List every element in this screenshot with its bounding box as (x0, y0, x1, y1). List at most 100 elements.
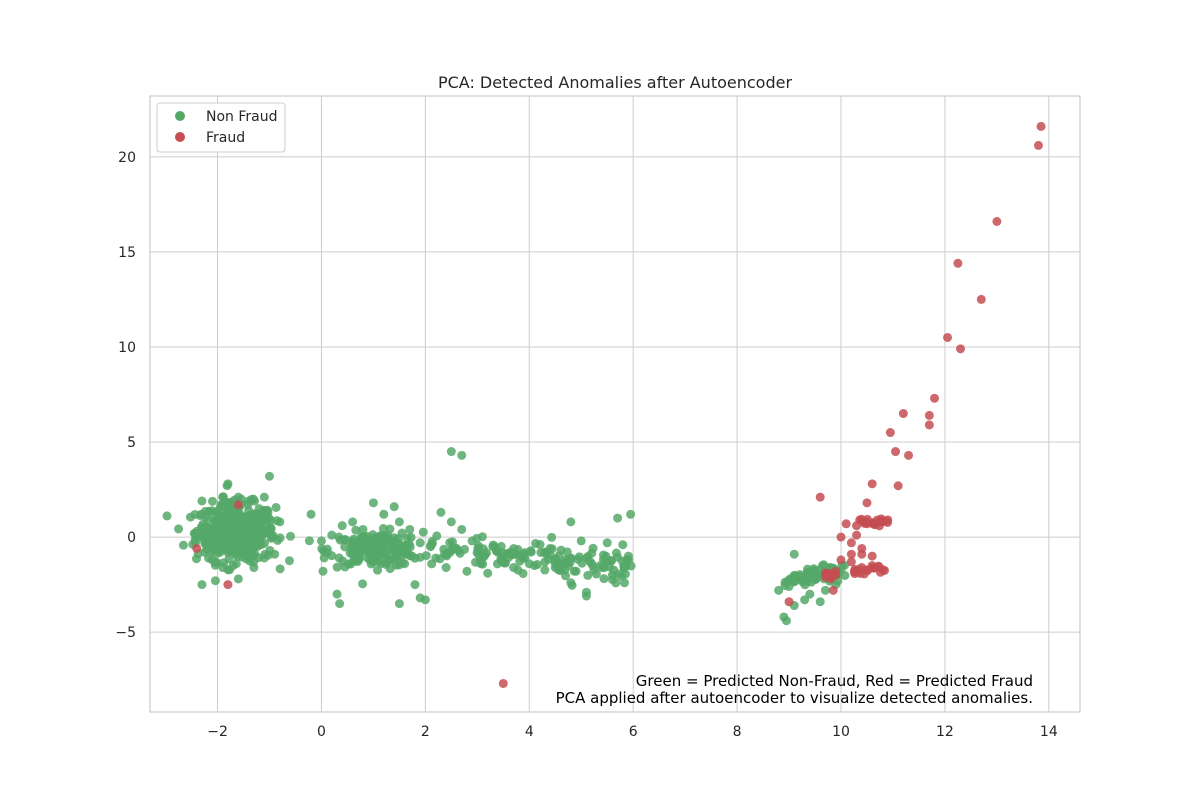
non-fraud-point (607, 556, 617, 566)
x-tick-label: 10 (832, 724, 850, 740)
non-fraud-point (207, 555, 217, 565)
non-fraud-point (271, 502, 281, 512)
non-fraud-point (348, 536, 358, 546)
fraud-point (846, 549, 856, 559)
x-tick-label: 12 (936, 724, 954, 740)
non-fraud-point (436, 507, 446, 517)
non-fraud-point (348, 517, 358, 527)
non-fraud-point (483, 568, 493, 578)
non-fraud-point (626, 509, 636, 519)
non-fraud-point (493, 547, 503, 557)
non-fraud-point (415, 538, 425, 548)
non-fraud-point (239, 549, 249, 559)
non-fraud-point (379, 509, 389, 519)
non-fraud-point (554, 551, 564, 561)
non-fraud-point (460, 544, 470, 554)
fraud-point (223, 580, 233, 590)
fraud-point (867, 551, 877, 561)
non-fraud-point (368, 498, 378, 508)
legend-label-non-fraud: Non Fraud (206, 109, 278, 125)
non-fraud-point (202, 543, 212, 553)
non-fraud-point (400, 559, 410, 569)
non-fraud-point (233, 574, 243, 584)
non-fraud-point (185, 512, 195, 522)
non-fraud-point (244, 496, 254, 506)
non-fraud-point (583, 570, 593, 580)
fraud-point (862, 498, 872, 508)
non-fraud-point (611, 578, 621, 588)
fraud-point (874, 562, 884, 572)
chart-title: PCA: Detected Anomalies after Autoencode… (438, 73, 792, 92)
fraud-point (867, 479, 877, 489)
fraud-point (943, 332, 953, 342)
non-fraud-point (789, 549, 799, 559)
non-fraud-point (264, 471, 274, 481)
fraud-point (815, 492, 825, 502)
non-fraud-point (815, 597, 825, 607)
non-fraud-point (267, 532, 277, 542)
non-fraud-point (389, 502, 399, 512)
non-fraud-point (368, 549, 378, 559)
non-fraud-point (337, 521, 347, 531)
non-fraud-point (820, 585, 830, 595)
fraud-point (953, 258, 963, 268)
y-tick-label: 15 (118, 245, 136, 261)
non-fraud-point (218, 492, 228, 502)
non-fraud-point (817, 561, 827, 571)
non-fraud-point (162, 511, 172, 521)
x-tick-label: 2 (421, 724, 430, 740)
non-fraud-point (384, 555, 394, 565)
non-fraud-point (340, 542, 350, 552)
non-fraud-point (488, 542, 498, 552)
non-fraud-point (196, 509, 206, 519)
non-fraud-point (457, 450, 467, 460)
fraud-point (878, 517, 888, 527)
grid (150, 96, 1080, 712)
non-fraud-point (353, 545, 363, 555)
non-fraud-point (613, 513, 623, 523)
non-fraud-point (316, 536, 326, 546)
non-fraud-point (222, 543, 232, 553)
non-fraud-point (266, 524, 276, 534)
non-fraud-point (201, 522, 211, 532)
legend: Non Fraud Fraud (156, 102, 286, 153)
non-fraud-point (358, 524, 368, 534)
non-fraud-point (467, 536, 477, 546)
non-fraud-point (335, 599, 345, 609)
non-fraud-point (509, 543, 519, 553)
y-tick-label: 5 (127, 435, 136, 451)
annotation-line-1: Green = Predicted Non-Fraud, Red = Predi… (636, 672, 1033, 690)
non-fraud-point (235, 511, 245, 521)
fraud-point (924, 410, 934, 420)
fraud-point (852, 566, 862, 576)
fraud-point (862, 519, 872, 529)
non-fraud-point (207, 535, 217, 545)
non-fraud-point (545, 543, 555, 553)
non-fraud-point (405, 542, 415, 552)
non-fraud-point (509, 563, 519, 573)
non-fraud-point (394, 599, 404, 609)
non-fraud-point (446, 447, 456, 457)
non-fraud-point (588, 543, 598, 553)
non-fraud-point (774, 585, 784, 595)
x-tick-label: 0 (317, 724, 326, 740)
non-fraud-point (531, 538, 541, 548)
y-tick-label: 20 (118, 150, 136, 166)
non-fraud-point (275, 533, 285, 543)
non-fraud-point (619, 578, 629, 588)
x-tick-label: −2 (207, 724, 228, 740)
non-fraud-point (540, 557, 550, 567)
non-fraud-point (418, 527, 428, 537)
non-fraud-point (566, 578, 576, 588)
non-fraud-point (620, 569, 630, 579)
fraud-points (192, 121, 1046, 688)
non-fraud-point (213, 527, 223, 537)
fraud-point (192, 543, 202, 553)
non-fraud-point (420, 595, 430, 605)
non-fraud-point (284, 556, 294, 566)
non-fraud-point (210, 576, 220, 586)
fraud-point (1033, 140, 1043, 150)
non-fraud-point (515, 556, 525, 566)
non-fraud-point (431, 553, 441, 563)
